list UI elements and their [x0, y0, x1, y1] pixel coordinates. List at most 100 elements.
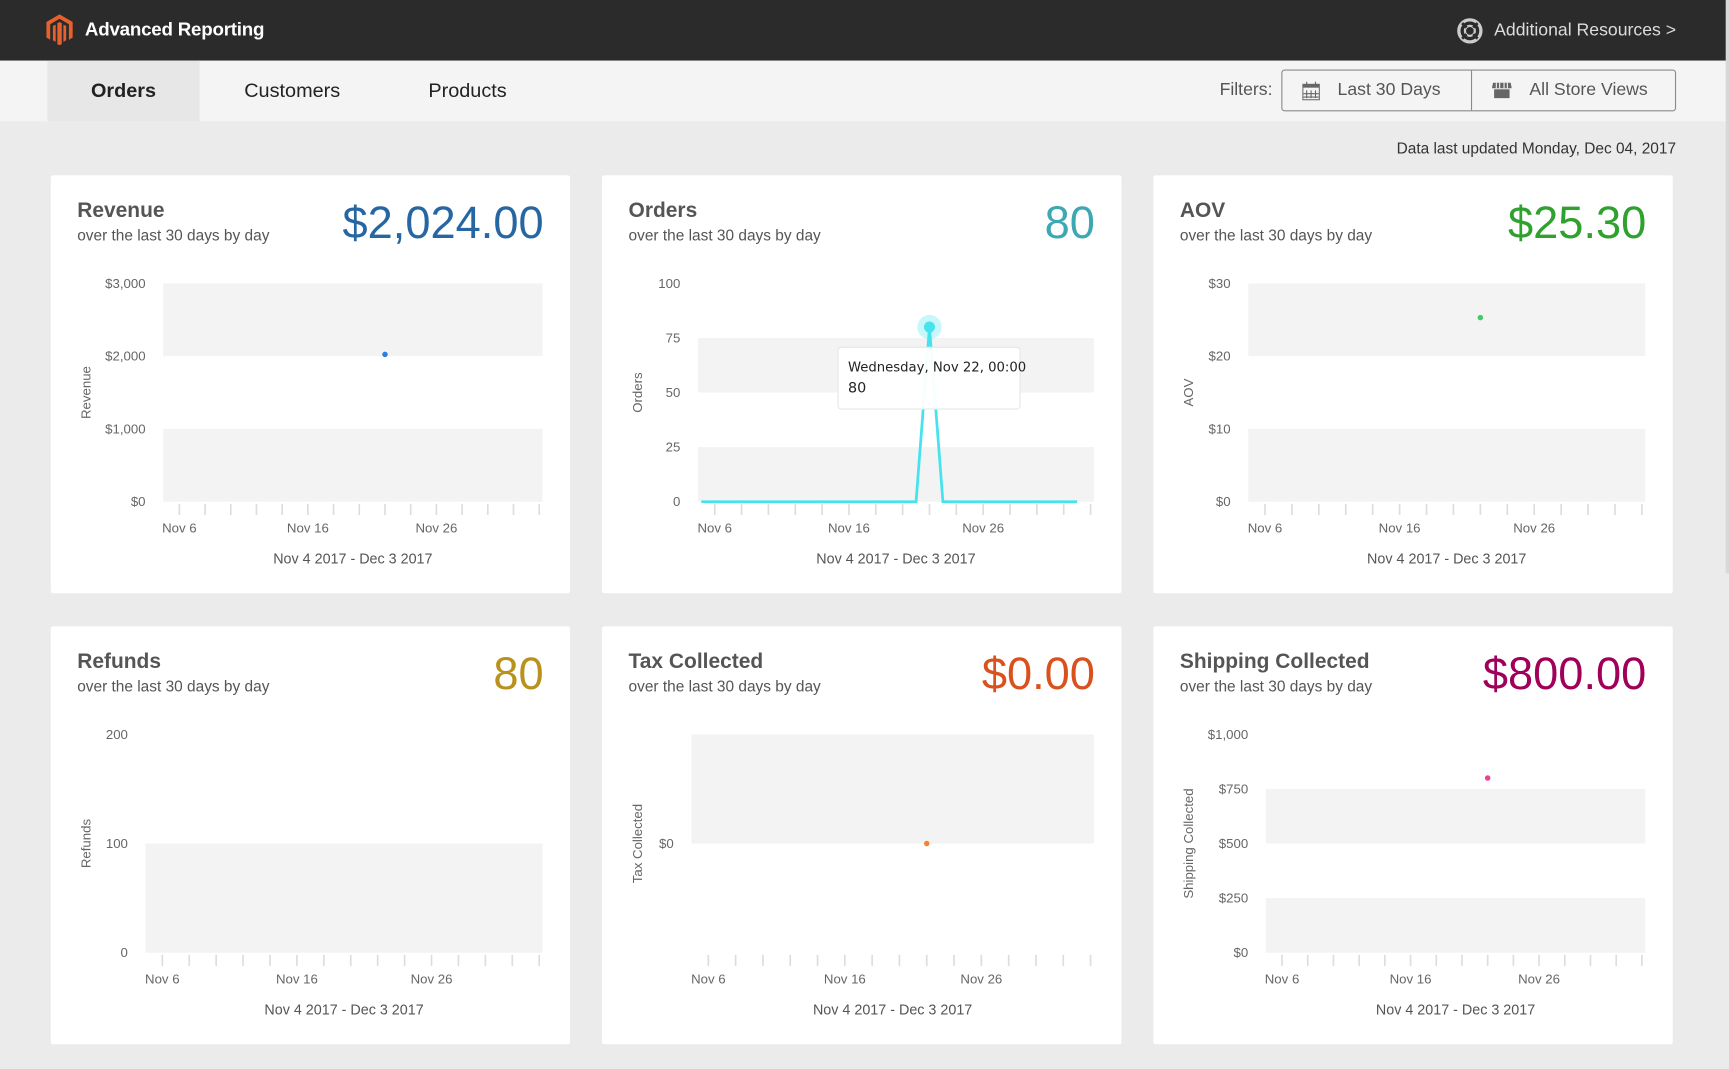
x-tick-label: Nov 16	[824, 972, 866, 987]
y-tick-label: $20	[1209, 349, 1231, 364]
refunds-chart: 0 100 200 Refunds Nov 6 Nov 16 Nov 26 Nov 4 201…	[78, 727, 543, 1018]
card-total: $25.30	[1508, 197, 1647, 249]
x-tick-label: Nov 6	[1248, 521, 1283, 536]
plot-band	[163, 428, 543, 502]
tooltip-title: Wednesday, Nov 22, 00:00	[848, 361, 1026, 376]
plot-band	[697, 447, 1094, 502]
plot-band	[145, 843, 543, 953]
y-axis-title: Orders	[630, 372, 645, 413]
date-range-caption: Nov 4 2017 - Dec 3 2017	[816, 551, 975, 567]
y-tick-label: 50	[666, 385, 681, 400]
refunds-card: Refunds over the last 30 days by day 80 0…	[50, 626, 571, 1045]
shipping-card: Shipping Collected over the last 30 days…	[1153, 626, 1673, 1045]
orders-card: Orders over the last 30 days by day 80 0 2…	[602, 175, 1122, 594]
app-title: Advanced Reporting	[84, 18, 265, 40]
orders-series-line	[701, 326, 1078, 504]
y-axis-title: Revenue	[78, 366, 93, 419]
plot-band	[691, 734, 1094, 844]
additional-resources-link[interactable]: Additional Resources >	[1457, 18, 1676, 44]
tab-products[interactable]: Products	[428, 79, 507, 102]
card-title: Shipping Collected	[1179, 650, 1370, 674]
date-range-label: Last 30 Days	[1337, 80, 1441, 100]
data-point[interactable]	[923, 840, 930, 847]
card-total: $800.00	[1482, 648, 1647, 700]
plot-band	[1265, 898, 1646, 953]
date-range-caption: Nov 4 2017 - Dec 3 2017	[1367, 551, 1526, 567]
date-range-caption: Nov 4 2017 - Dec 3 2017	[264, 1002, 423, 1018]
x-tick-label: Nov 6	[145, 972, 180, 987]
data-point[interactable]	[1477, 314, 1484, 321]
y-axis-title: Refunds	[78, 819, 93, 869]
top-bar: Advanced Reporting Additional Resources …	[0, 0, 1729, 61]
y-tick-label: $1,000	[105, 421, 145, 436]
x-tick-label: Nov 16	[1379, 521, 1421, 536]
x-tick-label: Nov 26	[411, 972, 453, 987]
y-tick-label: $250	[1219, 891, 1248, 906]
plot-band	[1265, 788, 1646, 844]
data-point[interactable]	[1484, 775, 1491, 781]
y-tick-label: 100	[106, 836, 128, 851]
tab-customers[interactable]: Customers	[244, 79, 341, 102]
x-tick-label: Nov 6	[1265, 972, 1300, 987]
revenue-card: Revenue over the last 30 days by day $2,…	[50, 175, 571, 594]
shipping-chart: $0 $250 $500 $750 $1,000 Shipping Collected No…	[1181, 727, 1646, 1018]
y-tick-label: $0	[131, 494, 146, 509]
y-tick-label: $1,000	[1208, 727, 1248, 742]
tooltip-value: 80	[848, 381, 866, 397]
x-tick-label: Nov 26	[1518, 972, 1560, 987]
date-range-caption: Nov 4 2017 - Dec 3 2017	[813, 1002, 972, 1018]
revenue-chart: $0 $1,000 $2,000 $3,000 Revenue Nov 6 Nov 16 No…	[78, 276, 543, 567]
y-tick-label: 0	[121, 945, 128, 960]
card-subtitle: over the last 30 days by day	[77, 677, 270, 695]
card-subtitle: over the last 30 days by day	[1179, 226, 1373, 244]
y-tick-label: $30	[1209, 276, 1231, 291]
y-tick-label: 75	[666, 330, 681, 345]
card-title: AOV	[1179, 199, 1226, 223]
x-tick-label: Nov 16	[828, 521, 870, 536]
y-tick-label: 200	[106, 727, 128, 742]
y-tick-label: $2,000	[105, 349, 145, 364]
magento-logo	[46, 14, 73, 46]
card-total: $2,024.00	[342, 197, 544, 249]
y-tick-label: $3,000	[105, 276, 145, 291]
chart-tooltip: Wednesday, Nov 22, 00:00 80	[837, 346, 1026, 410]
lifebuoy-icon	[1457, 18, 1483, 44]
x-tick-label: Nov 26	[415, 521, 457, 536]
plot-band	[163, 283, 543, 357]
y-axis-title: Tax Collected	[630, 804, 645, 883]
x-tick-label: Nov 16	[287, 521, 329, 536]
y-axis-title: AOV	[1181, 378, 1196, 406]
card-title: Refunds	[77, 650, 161, 674]
card-title: Revenue	[77, 199, 165, 223]
tab-orders[interactable]: Orders	[47, 60, 200, 122]
hover-point[interactable]	[923, 321, 935, 333]
card-total: 80	[493, 648, 544, 700]
aov-chart: $0 $10 $20 $30 AOV Nov 6 Nov 16 Nov 26 Nov 4 201…	[1181, 276, 1646, 567]
y-tick-label: $500	[1219, 836, 1248, 851]
aov-card: AOV over the last 30 days by day $25.30 $…	[1153, 175, 1673, 594]
data-last-updated: Data last updated Monday, Dec 04, 2017	[1396, 138, 1677, 157]
card-subtitle: over the last 30 days by day	[628, 226, 821, 244]
y-tick-label: $0	[659, 836, 674, 851]
y-tick-label: 25	[666, 440, 681, 455]
report-nav: Orders Customers Products Filters: Last …	[0, 60, 1729, 122]
store-view-filter[interactable]: All Store Views	[1472, 71, 1648, 111]
x-tick-label: Nov 6	[691, 972, 726, 987]
card-subtitle: over the last 30 days by day	[1179, 677, 1373, 695]
y-tick-label: $10	[1209, 421, 1231, 436]
x-tick-label: Nov 26	[960, 972, 1002, 987]
filter-group: Last 30 Days All Store Views	[1281, 69, 1677, 112]
card-title: Orders	[628, 199, 698, 223]
plot-band	[1248, 283, 1646, 357]
x-tick-label: Nov 6	[697, 521, 732, 536]
y-tick-label: 0	[673, 494, 680, 509]
date-range-filter[interactable]: Last 30 Days	[1282, 70, 1473, 111]
card-total: 80	[1044, 197, 1095, 249]
card-subtitle: over the last 30 days by day	[628, 677, 821, 695]
data-point[interactable]	[382, 351, 388, 358]
tax-chart: $0 Tax Collected Nov 6 Nov 16 Nov 26 Nov 4 20…	[630, 734, 1094, 1018]
x-tick-label: Nov 16	[1390, 972, 1432, 987]
additional-resources-label: Additional Resources >	[1494, 20, 1677, 40]
scrollbar[interactable]	[1725, 0, 1729, 574]
